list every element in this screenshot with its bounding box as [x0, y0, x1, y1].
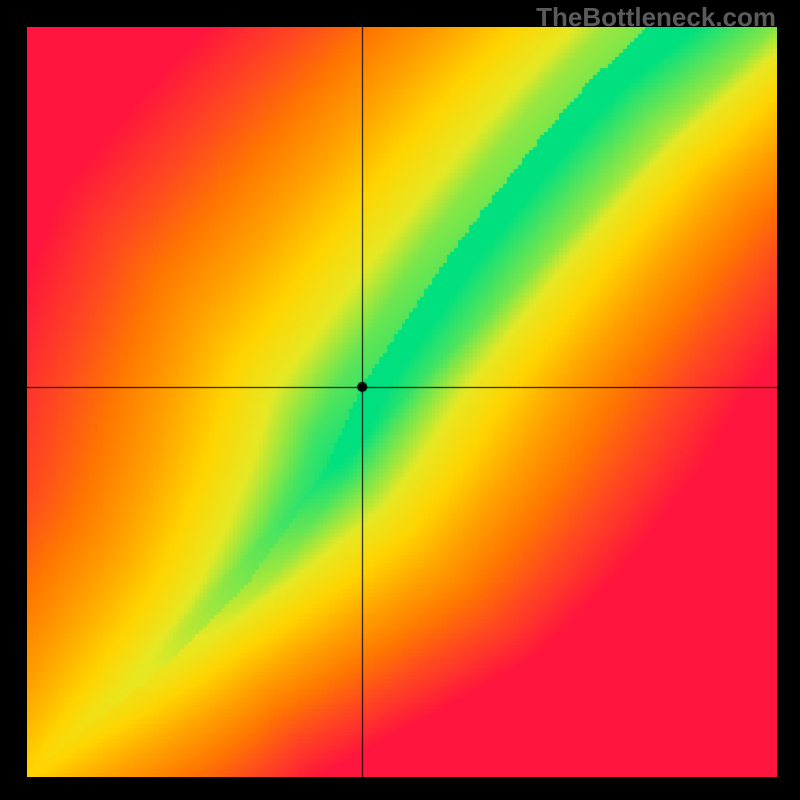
chart-container: TheBottleneck.com [0, 0, 800, 800]
bottleneck-heatmap [27, 27, 777, 777]
watermark-text: TheBottleneck.com [536, 2, 776, 33]
